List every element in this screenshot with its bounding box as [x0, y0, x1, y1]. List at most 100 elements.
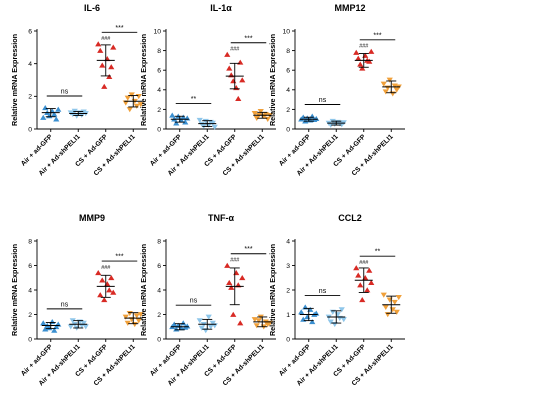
y-tick-label: 2	[157, 107, 161, 114]
data-point	[207, 324, 214, 330]
data-point	[131, 321, 138, 328]
data-point	[104, 281, 111, 287]
data-point	[359, 297, 366, 303]
y-tick-label: 8	[157, 48, 161, 55]
data-point	[393, 309, 400, 315]
data-point	[224, 51, 231, 57]
chart-title: TNF-α	[208, 213, 234, 223]
y-tick-label: 0	[28, 126, 32, 133]
data-point	[237, 320, 244, 326]
comparison-label: ***	[115, 254, 123, 261]
data-point	[133, 313, 140, 319]
data-point	[237, 59, 244, 65]
data-point	[257, 109, 264, 115]
data-point	[253, 323, 260, 329]
chart-title: MMP12	[334, 3, 365, 13]
y-tick-label: 0	[286, 126, 290, 133]
data-point	[42, 104, 49, 111]
data-point	[51, 327, 58, 333]
data-point	[368, 48, 375, 54]
data-point	[124, 95, 131, 101]
data-point	[386, 77, 393, 83]
data-point	[99, 62, 106, 68]
data-point	[228, 72, 235, 78]
data-point	[180, 114, 187, 120]
y-tick-label: 8	[28, 238, 32, 245]
data-point	[106, 287, 113, 293]
data-point	[82, 324, 89, 330]
data-point	[359, 65, 366, 71]
y-axis-label: Relative mRNA Expression	[139, 244, 148, 336]
data-point	[180, 320, 187, 326]
data-point	[53, 116, 60, 122]
data-point	[124, 320, 131, 326]
data-point	[122, 100, 129, 106]
comparison-label: ns	[61, 301, 69, 308]
data-point	[51, 111, 58, 117]
comparison-label: ***	[373, 32, 381, 39]
data-point	[173, 120, 180, 126]
data-point	[40, 320, 47, 326]
y-tick-label: 10	[282, 28, 290, 35]
data-point	[137, 102, 144, 108]
y-axis-label: Relative mRNA Expression	[10, 34, 19, 126]
y-tick-label: 2	[286, 287, 290, 294]
y-tick-label: 0	[28, 336, 32, 343]
y-tick-label: 2	[157, 312, 161, 319]
y-tick-label: 6	[157, 263, 161, 270]
data-point	[251, 110, 258, 117]
data-point	[97, 292, 104, 298]
data-point	[228, 284, 235, 290]
data-point	[196, 117, 203, 123]
y-tick-label: 4	[157, 287, 161, 294]
data-point	[309, 319, 316, 325]
data-point	[40, 114, 47, 120]
data-point	[224, 262, 231, 268]
comparison-label: **	[375, 249, 381, 256]
data-point	[69, 318, 76, 324]
significance-mark: ###	[101, 265, 110, 271]
data-point	[205, 314, 212, 320]
data-point	[366, 267, 373, 273]
comparison-label: ns	[190, 298, 198, 305]
data-point	[110, 44, 117, 50]
y-tick-label: 0	[157, 126, 161, 133]
significance-mark: ###	[359, 44, 368, 50]
data-point	[357, 61, 364, 67]
data-point	[133, 103, 140, 109]
y-tick-label: 4	[286, 238, 290, 245]
data-point	[380, 81, 387, 87]
y-tick-label: 1	[286, 312, 290, 319]
data-point	[355, 55, 362, 61]
data-point	[122, 314, 129, 320]
data-point	[80, 320, 87, 326]
data-point	[135, 318, 142, 324]
comparison-label: ***	[244, 246, 252, 253]
data-point	[368, 279, 375, 285]
data-point	[239, 274, 246, 281]
y-tick-label: 4	[28, 61, 32, 68]
data-point	[137, 312, 144, 318]
significance-mark: ###	[359, 260, 368, 266]
data-point	[362, 274, 369, 281]
data-point	[327, 122, 334, 128]
comparison-label: ns	[319, 288, 327, 295]
y-tick-label: 4	[286, 87, 290, 94]
data-point	[126, 107, 133, 113]
data-point	[67, 324, 74, 330]
y-axis-label: Relative mRNA Expression	[268, 34, 277, 126]
data-point	[55, 106, 62, 112]
data-point	[357, 282, 364, 288]
y-tick-label: 0	[157, 336, 161, 343]
data-point	[106, 73, 113, 80]
data-point	[226, 279, 233, 285]
data-point	[233, 85, 240, 91]
data-point	[108, 64, 115, 70]
data-point	[353, 265, 360, 271]
comparison-label: ***	[244, 35, 252, 42]
y-axis-label: Relative mRNA Expression	[268, 244, 277, 336]
chart-title: CCL2	[338, 213, 362, 223]
